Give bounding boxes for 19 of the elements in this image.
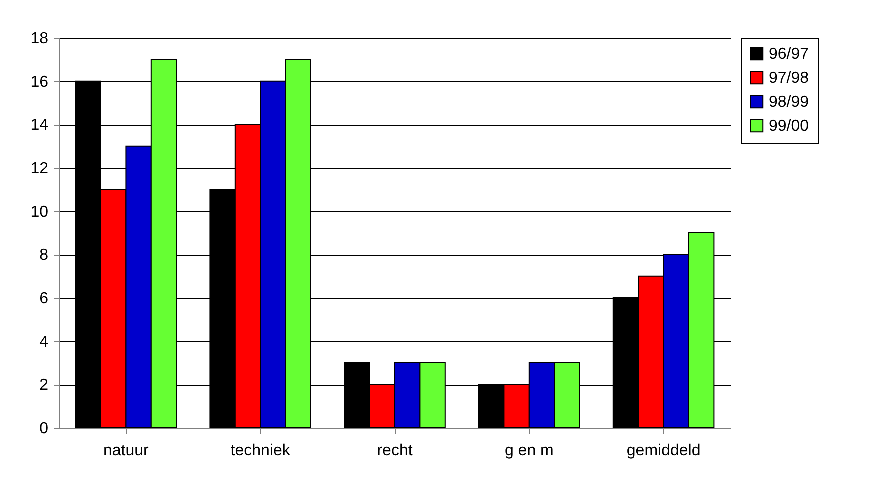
legend-label: 99/00 — [769, 118, 810, 135]
y-tick-label: 18 — [30, 30, 49, 48]
x-tick-label: techniek — [230, 442, 292, 460]
y-tick-label: 0 — [40, 420, 49, 438]
legend-label: 98/99 — [769, 94, 810, 111]
y-tick-label: 8 — [40, 247, 49, 264]
x-tick-label: recht — [377, 442, 414, 460]
x-tick-label: natuur — [104, 442, 150, 460]
y-tick-label: 14 — [30, 117, 49, 134]
x-tick-label: gemiddeld — [626, 442, 701, 460]
y-tick-label: 6 — [40, 290, 49, 308]
y-tick-label: 2 — [40, 377, 49, 394]
x-tick-label: g en m — [504, 442, 554, 460]
y-tick-label: 10 — [30, 204, 49, 221]
legend-label: 96/97 — [769, 46, 810, 63]
legend-label: 97/98 — [769, 70, 810, 87]
y-tick-label: 16 — [30, 74, 49, 91]
y-tick-label: 4 — [40, 334, 49, 351]
y-tick-label: 12 — [30, 160, 49, 178]
